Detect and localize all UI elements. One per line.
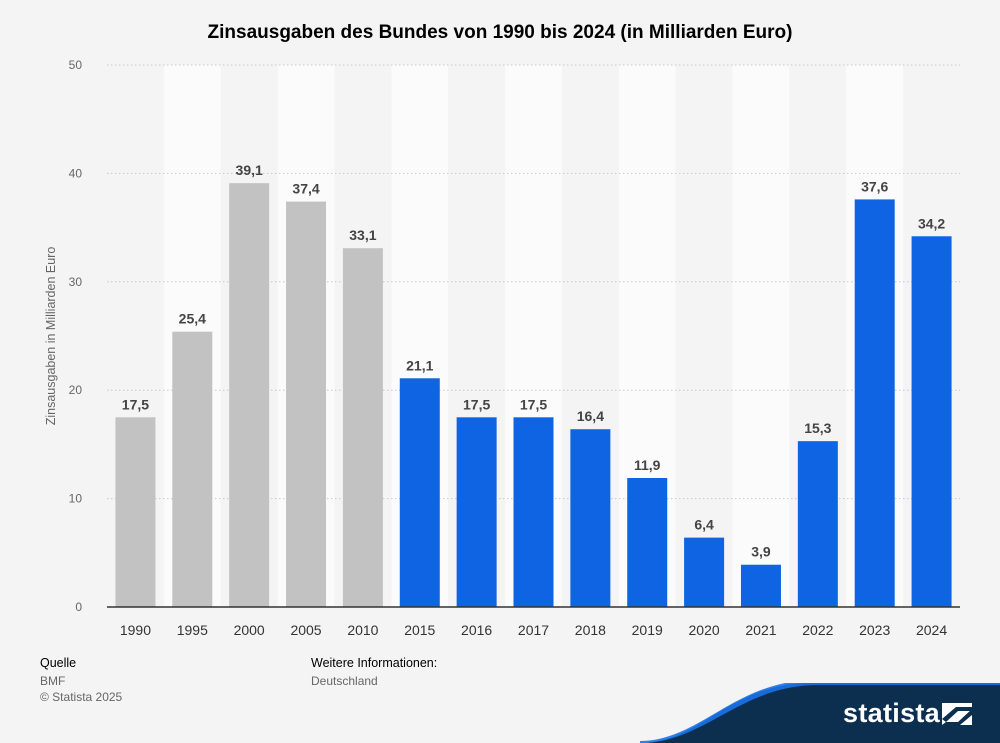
- x-tick-label: 1990: [120, 622, 151, 638]
- x-tick-label: 2018: [575, 622, 606, 638]
- data-label: 25,4: [179, 311, 206, 327]
- column-band: [732, 65, 790, 607]
- source-heading: Quelle: [40, 656, 77, 670]
- x-tick-label: 2023: [859, 622, 890, 638]
- y-tick-label: 0: [75, 600, 82, 614]
- data-label: 37,6: [861, 178, 888, 194]
- data-label: 17,5: [520, 396, 547, 412]
- bar-1995[interactable]: [172, 331, 213, 607]
- data-label: 21,1: [406, 357, 433, 373]
- x-tick-label: 2020: [689, 622, 720, 638]
- data-label: 16,4: [577, 408, 604, 424]
- bar-2024[interactable]: [911, 236, 952, 607]
- bar-2015[interactable]: [399, 378, 440, 607]
- data-label: 6,4: [694, 517, 714, 533]
- info-heading: Weitere Informationen:: [311, 656, 438, 670]
- bar-2005[interactable]: [286, 201, 327, 608]
- logo-background: [640, 683, 1000, 743]
- y-tick-label: 50: [69, 58, 83, 72]
- copyright[interactable]: © Statista 2025: [40, 690, 123, 704]
- x-tick-label: 2010: [347, 622, 378, 638]
- chart-title: Zinsausgaben des Bundes von 1990 bis 202…: [207, 22, 793, 43]
- data-label: 15,3: [804, 420, 831, 436]
- data-label: 34,2: [918, 215, 945, 231]
- data-label: 37,4: [292, 181, 319, 197]
- x-tick-label: 2024: [916, 622, 947, 638]
- bar-2023[interactable]: [854, 199, 895, 607]
- statista-mark-icon: [942, 703, 972, 725]
- bar-2016[interactable]: [456, 417, 497, 607]
- source-value: BMF: [40, 674, 66, 688]
- bar-1990[interactable]: [115, 417, 156, 607]
- data-label: 11,9: [634, 457, 661, 473]
- bar-chart: 0 10 20 30 40 50 17,5 25,4 39,1 37,4 33,1 21,1 17,5…: [44, 58, 960, 638]
- data-label: 17,5: [463, 396, 490, 412]
- data-label: 33,1: [349, 227, 376, 243]
- x-tick-label: 1995: [177, 622, 208, 638]
- bar-2017[interactable]: [513, 417, 554, 607]
- logo-wordmark: statista: [843, 698, 940, 728]
- bar-2010[interactable]: [342, 248, 383, 608]
- bar-2020[interactable]: [684, 537, 725, 607]
- y-axis-title: Zinsausgaben in Milliarden Euro: [44, 247, 58, 426]
- x-tick-label: 2019: [632, 622, 663, 638]
- y-tick-label: 10: [69, 492, 83, 506]
- bar-2019[interactable]: [627, 478, 668, 607]
- x-tick-label: 2021: [745, 622, 776, 638]
- bar-2022[interactable]: [797, 441, 838, 607]
- x-tick-label: 2022: [802, 622, 833, 638]
- data-label: 3,9: [751, 544, 771, 560]
- y-tick-label: 30: [69, 275, 83, 289]
- data-label: 39,1: [236, 162, 263, 178]
- bar-2021[interactable]: [740, 564, 781, 607]
- x-tick-label: 2000: [234, 622, 265, 638]
- y-tick-label: 20: [69, 383, 83, 397]
- x-tick-label: 2016: [461, 622, 492, 638]
- y-tick-label: 40: [69, 166, 83, 180]
- info-value: Deutschland: [311, 674, 378, 688]
- bar-2018[interactable]: [570, 429, 611, 607]
- bar-2000[interactable]: [229, 183, 270, 607]
- x-tick-label: 2015: [404, 622, 435, 638]
- statista-logo[interactable]: statista: [640, 683, 1000, 743]
- data-label: 17,5: [122, 396, 149, 412]
- x-tick-label: 2005: [290, 622, 321, 638]
- x-tick-label: 2017: [518, 622, 549, 638]
